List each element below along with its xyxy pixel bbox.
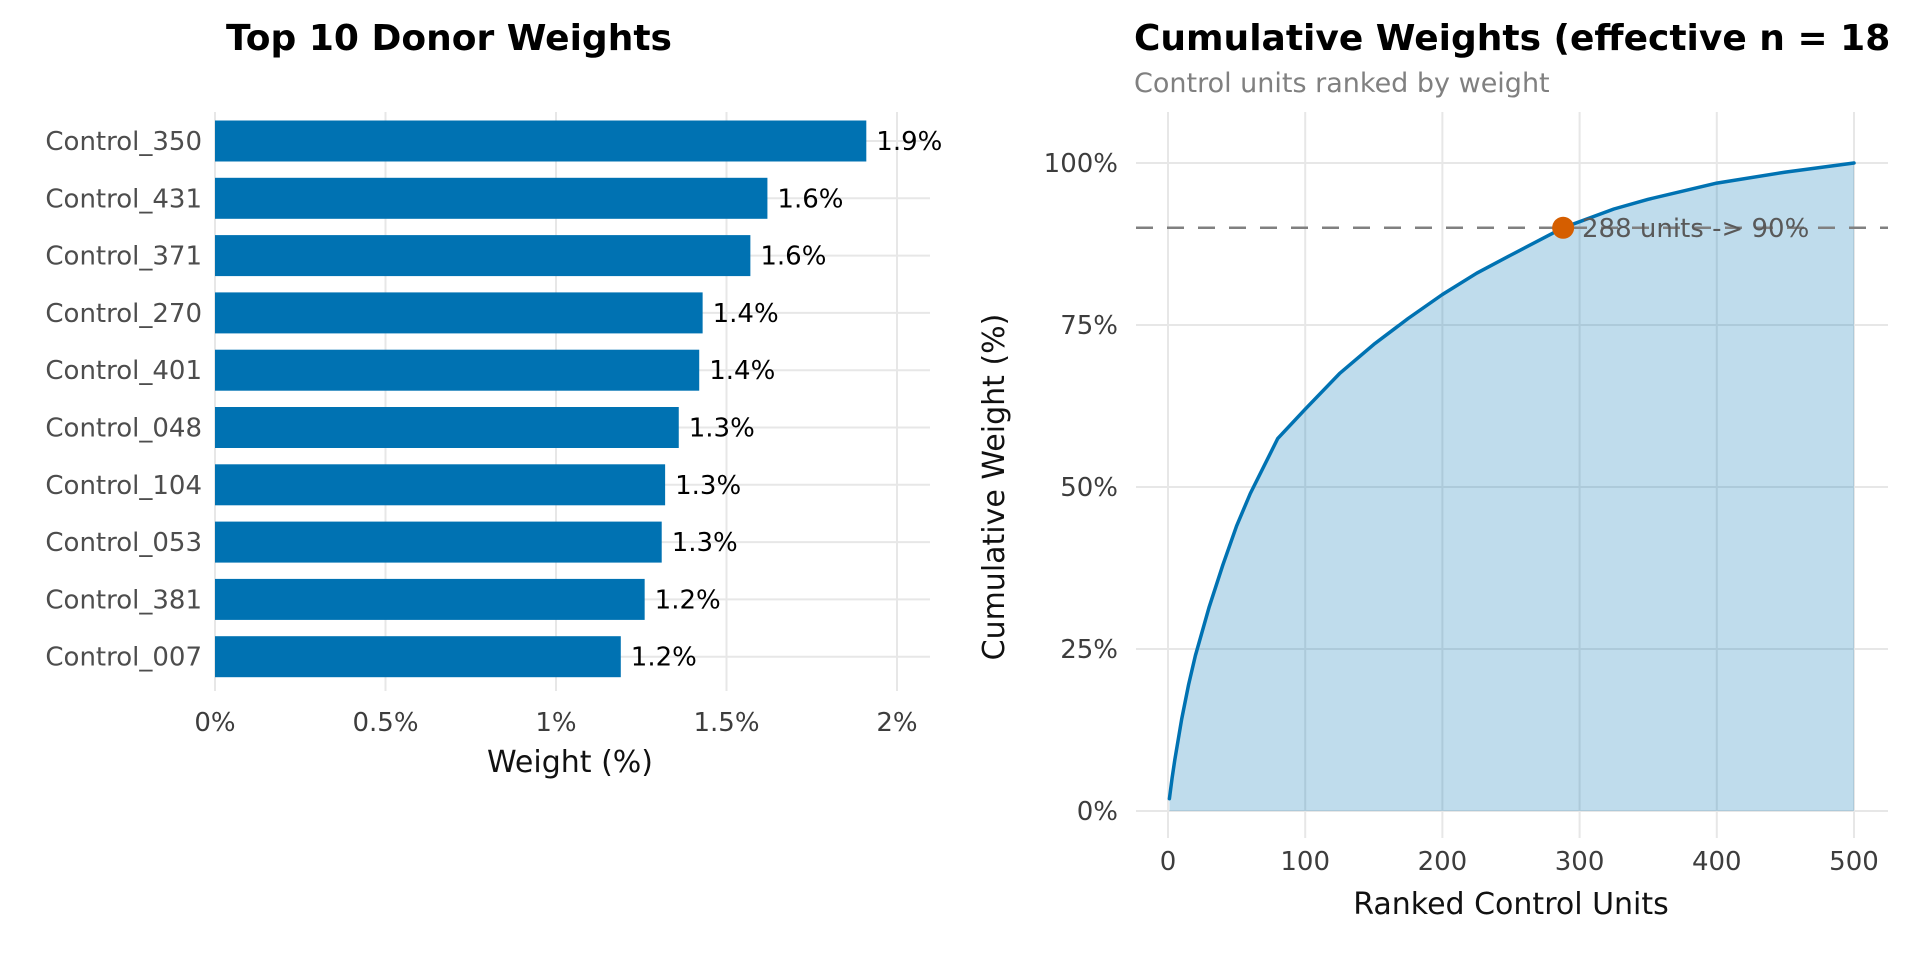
x-tick-label: 500 <box>1829 847 1879 877</box>
x-tick-label: 1% <box>535 708 576 738</box>
cumulative-curve <box>1167 161 1856 801</box>
category-label: Control_401 <box>45 356 202 386</box>
x-tick-label: 0 <box>1160 847 1177 877</box>
x-tick-label: 300 <box>1555 847 1605 877</box>
bar <box>215 349 700 391</box>
category-label: Control_053 <box>45 528 202 558</box>
bar <box>215 120 867 162</box>
category-label: Control_104 <box>45 471 202 501</box>
value-label: 1.3% <box>689 414 755 444</box>
cumulative-chart-gridlines <box>1136 112 1888 838</box>
bar <box>215 521 662 563</box>
bar <box>215 177 768 219</box>
value-label: 1.3% <box>672 528 738 558</box>
y-tick-label: 50% <box>1060 473 1118 503</box>
bar <box>215 464 666 506</box>
value-label: 1.2% <box>631 643 697 673</box>
value-label: 1.4% <box>709 356 775 386</box>
value-label: 1.6% <box>760 242 826 272</box>
category-label: Control_431 <box>45 184 202 214</box>
x-tick-label: 0% <box>194 708 235 738</box>
cumulative-area-fill <box>1169 163 1854 811</box>
x-tick-label: 100 <box>1280 847 1330 877</box>
category-label: Control_007 <box>45 643 202 673</box>
y-tick-label: 75% <box>1060 311 1118 341</box>
x-tick-label: 200 <box>1418 847 1468 877</box>
x-tick-label: 400 <box>1692 847 1742 877</box>
bar-chart-bars <box>215 120 867 678</box>
category-label: Control_381 <box>45 585 202 615</box>
bar <box>215 636 621 678</box>
bar <box>215 578 645 620</box>
cumulative-chart-tick-labels: 0 100 200 300 400 500 0% 25% 50% 75% 100% <box>1044 149 1879 877</box>
cumulative-chart-subtitle: Control units ranked by weight <box>1134 68 1550 99</box>
x-tick-label: 2% <box>876 708 917 738</box>
y-tick-label: 0% <box>1077 797 1118 827</box>
cumulative-chart-area <box>1136 161 1888 811</box>
bar-chart-title: Top 10 Donor Weights <box>226 18 672 59</box>
threshold-annotation: 288 units -> 90% <box>1582 214 1809 244</box>
y-tick-label: 100% <box>1044 149 1118 179</box>
threshold-marker-dot <box>1552 216 1575 239</box>
x-tick-label: 0.5% <box>352 708 418 738</box>
value-label: 1.9% <box>876 127 942 157</box>
x-tick-label: 1.5% <box>693 708 759 738</box>
value-label: 1.4% <box>713 299 779 329</box>
y-tick-label: 25% <box>1060 635 1118 665</box>
cumulative-chart-xlabel: Ranked Control Units <box>1353 887 1669 922</box>
cumulative-chart-title: Cumulative Weights (effective n = 18 <box>1134 18 1890 59</box>
cumulative-chart-ylabel: Cumulative Weight (%) <box>977 314 1012 661</box>
value-label: 1.2% <box>655 585 721 615</box>
category-label: Control_270 <box>45 299 202 329</box>
bar <box>215 235 751 277</box>
category-label: Control_350 <box>45 127 202 157</box>
category-label: Control_371 <box>45 242 202 272</box>
bar <box>215 407 679 448</box>
bar-chart-xlabel: Weight (%) <box>487 745 653 780</box>
value-label: 1.3% <box>675 471 741 501</box>
bar-chart-labels: 0% 0.5% 1% 1.5% 2% Control_350 1.9% Control_431… <box>45 127 942 738</box>
value-label: 1.6% <box>777 184 843 214</box>
bar <box>215 292 703 334</box>
category-label: Control_048 <box>45 414 202 444</box>
